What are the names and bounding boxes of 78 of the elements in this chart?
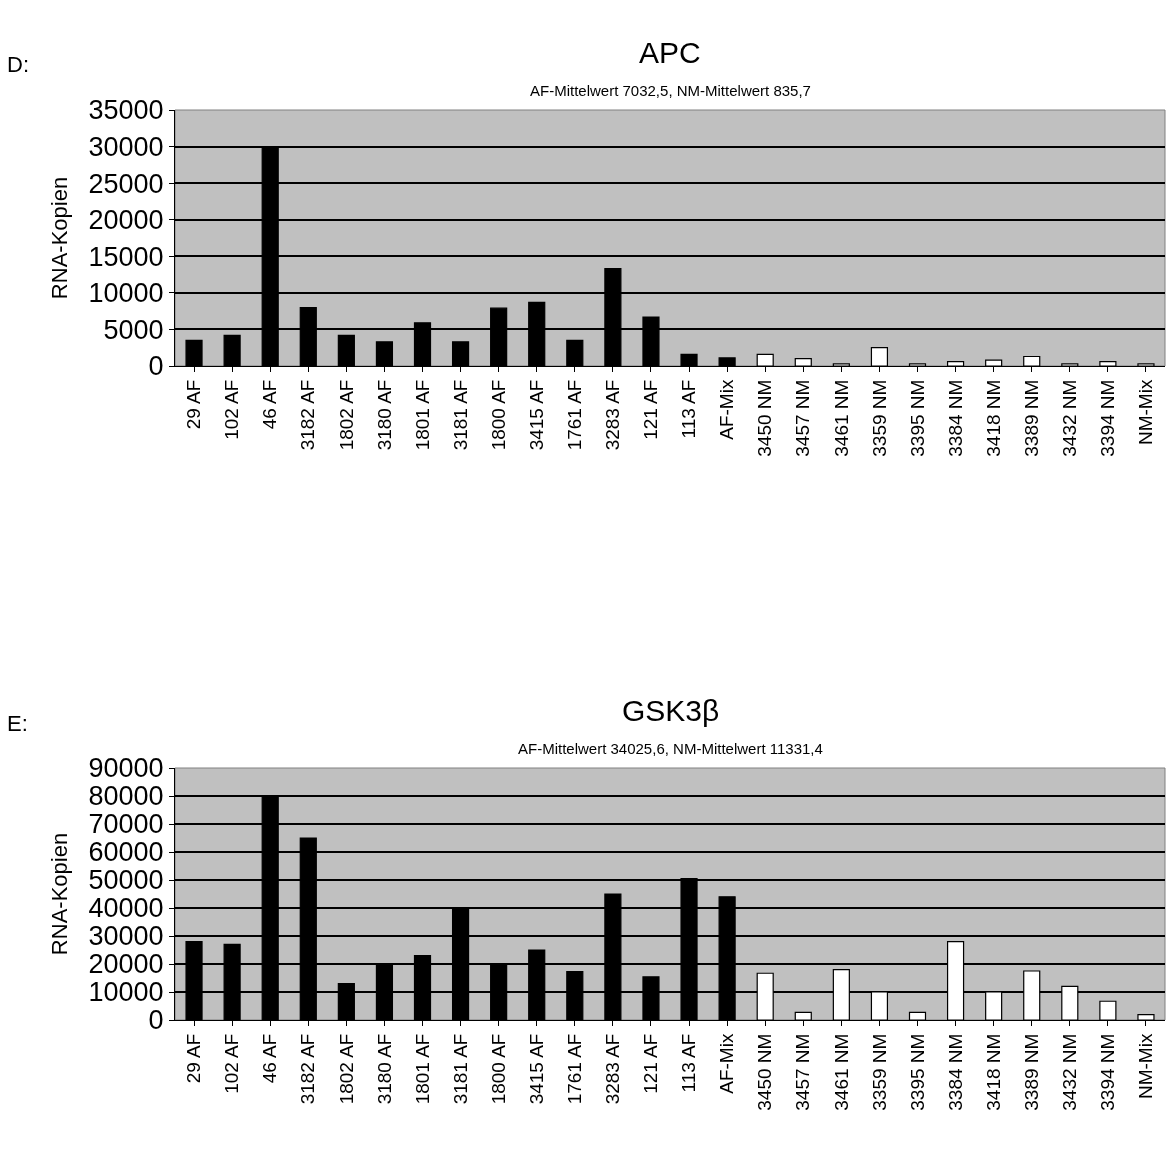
x-tick-label: 3418 NM [982, 379, 1004, 457]
x-tick-label: 46 AF [259, 1033, 281, 1084]
x-tick-label: 1802 AF [335, 379, 357, 451]
x-tick-label: 3359 NM [868, 379, 890, 457]
x-tick-label: 3182 AF [297, 379, 319, 451]
y-tick-label: 60000 [88, 837, 164, 868]
x-tick-label: 3432 NM [1058, 1033, 1080, 1111]
x-tick-label: 3457 NM [792, 379, 814, 457]
x-tick-label: AF-Mix [716, 1033, 738, 1094]
y-tick-label: 10000 [88, 977, 164, 1008]
y-tick-label: 30000 [88, 132, 164, 163]
y-tick-label: 90000 [88, 753, 164, 784]
y-tick-label: 35000 [88, 95, 164, 126]
y-tick-label: 20000 [88, 949, 164, 980]
chart-subtitle: AF-Mittelwert 7032,5, NM-Mittelwert 835,7 [530, 82, 811, 99]
y-tick-label: 30000 [88, 921, 164, 952]
y-tick-label: 20000 [88, 205, 164, 236]
x-tick-label: 3394 NM [1097, 379, 1119, 457]
x-tick-label: 46 AF [259, 379, 281, 430]
x-tick-label: 29 AF [183, 1033, 205, 1084]
x-tick-label: 29 AF [183, 379, 205, 430]
y-axis-title: RNA-Kopien [47, 832, 73, 956]
x-tick-label: 3181 AF [449, 379, 471, 451]
x-tick-label: 3283 AF [602, 1033, 624, 1105]
chart-title: APC [639, 36, 701, 69]
x-tick-label: 3461 NM [830, 1033, 852, 1111]
y-axis-title: RNA-Kopien [47, 176, 73, 300]
x-tick-label: 1801 AF [411, 1033, 433, 1105]
y-tick-label: 10000 [88, 278, 164, 309]
x-tick-label: 121 AF [640, 1033, 662, 1094]
x-tick-label: 3395 NM [906, 1033, 928, 1111]
x-tick-label: AF-Mix [716, 379, 738, 440]
x-tick-label: 3415 AF [525, 1033, 547, 1105]
x-tick-label: 3180 AF [373, 1033, 395, 1105]
x-tick-label: 3415 AF [525, 379, 547, 451]
x-tick-label: 3180 AF [373, 379, 395, 451]
x-tick-label: 3181 AF [449, 1033, 471, 1105]
y-tick-label: 15000 [88, 241, 164, 272]
x-tick-label: 3450 NM [754, 1033, 776, 1111]
x-tick-label: 1800 AF [487, 379, 509, 451]
x-tick-label: 1761 AF [563, 379, 585, 451]
x-tick-label: NM-Mix [1135, 1033, 1157, 1100]
text: D: [7, 52, 29, 77]
y-tick-label: 5000 [103, 314, 164, 345]
y-tick-label: 40000 [88, 893, 164, 924]
y-tick-label: 50000 [88, 865, 164, 896]
x-tick-label: 3461 NM [830, 379, 852, 457]
x-tick-label: 3389 NM [1020, 1033, 1042, 1111]
x-tick-label: 3182 AF [297, 1033, 319, 1105]
x-tick-label: 3418 NM [982, 1033, 1004, 1111]
y-tick-label: 80000 [88, 781, 164, 812]
y-tick-label: 25000 [88, 168, 164, 199]
x-tick-label: 1800 AF [487, 1033, 509, 1105]
x-tick-label: 113 AF [678, 1033, 700, 1093]
y-tick-label: 70000 [88, 809, 164, 840]
chart-subtitle: AF-Mittelwert 34025,6, NM-Mittelwert 11331,4 [518, 740, 823, 757]
x-tick-label: 1802 AF [335, 1033, 357, 1105]
y-tick-label: 0 [148, 1005, 164, 1036]
x-tick-label: 102 AF [221, 1033, 243, 1094]
chart-title: GSK3β [622, 694, 720, 727]
x-tick-label: 102 AF [221, 379, 243, 440]
x-tick-label: 3432 NM [1058, 379, 1080, 457]
x-tick-label: 3389 NM [1020, 379, 1042, 457]
x-tick-label: NM-Mix [1135, 379, 1157, 446]
x-tick-label: 121 AF [640, 379, 662, 440]
x-tick-label: 1761 AF [563, 1033, 585, 1105]
x-tick-label: 3457 NM [792, 1033, 814, 1111]
x-tick-label: 3359 NM [868, 1033, 890, 1111]
x-tick-label: 3283 AF [602, 379, 624, 451]
x-tick-label: 3395 NM [906, 379, 928, 457]
x-tick-label: 3384 NM [944, 379, 966, 457]
text: E: [7, 711, 28, 736]
x-tick-label: 3450 NM [754, 379, 776, 457]
x-tick-label: 113 AF [678, 379, 700, 439]
y-tick-label: 0 [148, 351, 164, 382]
x-tick-label: 1801 AF [411, 379, 433, 451]
x-tick-label: 3384 NM [944, 1033, 966, 1111]
x-tick-label: 3394 NM [1097, 1033, 1119, 1111]
